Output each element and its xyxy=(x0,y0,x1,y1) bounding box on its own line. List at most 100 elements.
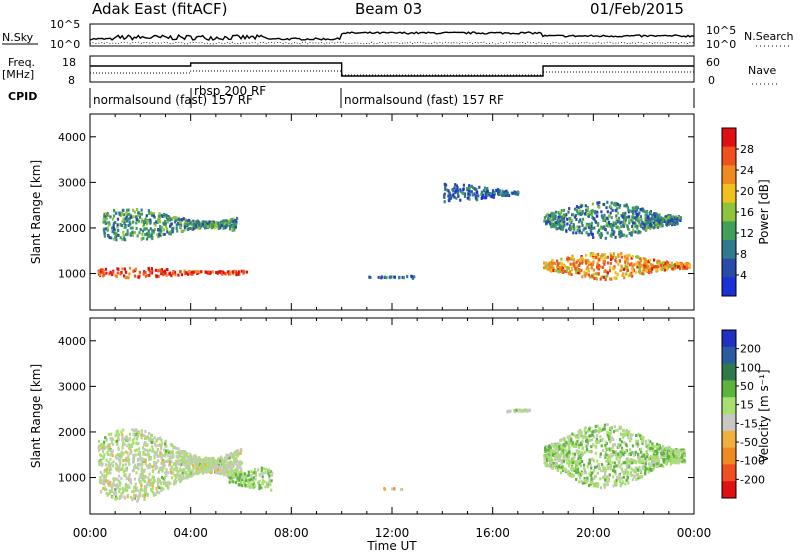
heatmap-cell xyxy=(636,468,639,472)
heatmap-cell xyxy=(611,226,614,230)
noise-search-line xyxy=(89,41,695,45)
heatmap-cell xyxy=(216,460,219,464)
heatmap-cell xyxy=(579,476,582,480)
heatmap-cell xyxy=(578,271,581,275)
heatmap-cell xyxy=(557,459,560,462)
heatmap-cell xyxy=(586,206,589,210)
heatmap-cell xyxy=(230,470,233,474)
heatmap-cell xyxy=(105,458,108,462)
heatmap-cell xyxy=(115,456,118,460)
heatmap-cell xyxy=(608,465,611,469)
heatmap-cell xyxy=(650,461,654,465)
heatmap-cell xyxy=(140,487,143,491)
heatmap-cell xyxy=(393,275,396,279)
heatmap-cell xyxy=(640,208,643,212)
heatmap-cell xyxy=(614,222,618,226)
heatmap-cell xyxy=(491,189,495,193)
heatmap-cell xyxy=(596,255,599,258)
heatmap-cell xyxy=(133,437,136,441)
heatmap-cell xyxy=(612,232,615,236)
heatmap-cell xyxy=(593,435,596,439)
heatmap-cell xyxy=(102,456,105,460)
heatmap-cell xyxy=(232,475,235,478)
heatmap-cell xyxy=(595,277,599,281)
heatmap-cell xyxy=(148,211,151,215)
heatmap-cell xyxy=(653,258,656,262)
heatmap-cell xyxy=(178,220,181,224)
heatmap-cell xyxy=(579,218,582,222)
heatmap-cell xyxy=(639,455,642,459)
heatmap-cell xyxy=(686,262,690,265)
heatmap-cell xyxy=(552,268,555,272)
heatmap-cell xyxy=(170,230,173,233)
heatmap-cell xyxy=(169,224,172,228)
heatmap-cell xyxy=(184,225,187,229)
heatmap-cell xyxy=(168,218,171,222)
heatmap-cell xyxy=(631,274,634,278)
heatmap-cell xyxy=(594,211,597,215)
heatmap-cell xyxy=(144,443,147,447)
heatmap-cell xyxy=(161,458,164,462)
heatmap-cell xyxy=(143,270,146,274)
heatmap-cell xyxy=(131,230,134,234)
heatmap-cell xyxy=(620,446,624,450)
heatmap-cell xyxy=(674,215,677,219)
heatmap-cell xyxy=(110,451,113,455)
heatmap-cell xyxy=(462,192,465,196)
heatmap-cell xyxy=(603,483,606,487)
heatmap-cell xyxy=(677,216,680,220)
noise-tick-left-top: 10^5 xyxy=(50,18,80,31)
heatmap-cell xyxy=(653,444,656,448)
heatmap-cell xyxy=(97,460,100,464)
heatmap-cell xyxy=(550,225,553,229)
heatmap-cell xyxy=(262,471,265,475)
heatmap-cell xyxy=(124,435,127,439)
heatmap-cell xyxy=(599,477,602,481)
heatmap-cell xyxy=(475,188,478,192)
heatmap-cell xyxy=(562,443,565,447)
heatmap-cell xyxy=(126,229,129,233)
heatmap-cell xyxy=(638,224,641,227)
heatmap-cell xyxy=(106,226,109,230)
heatmap-cell xyxy=(99,476,102,479)
heatmap-cell xyxy=(151,228,154,232)
heatmap-cell xyxy=(613,450,616,454)
heatmap-cell xyxy=(150,488,153,492)
heatmap-cell xyxy=(140,429,143,433)
heatmap-cell xyxy=(562,208,566,212)
heatmap-cell xyxy=(546,459,549,463)
heatmap-cell xyxy=(128,443,131,447)
heatmap-cell xyxy=(657,215,660,219)
heatmap-cell xyxy=(246,478,249,482)
heatmap-cell xyxy=(236,476,239,480)
heatmap-cell xyxy=(619,235,622,239)
heatmap-cell xyxy=(620,220,623,224)
heatmap-cell xyxy=(252,479,255,483)
heatmap-cell xyxy=(639,207,642,211)
heatmap-cell xyxy=(571,218,574,222)
heatmap-cell xyxy=(678,217,681,221)
heatmap-cell xyxy=(544,261,547,265)
heatmap-cell xyxy=(141,473,144,477)
heatmap-cell xyxy=(137,452,140,456)
heatmap-cell xyxy=(621,452,624,456)
heatmap-cell xyxy=(163,476,167,479)
heatmap-cell xyxy=(383,275,386,279)
heatmap-cell xyxy=(517,409,520,413)
heatmap-cell xyxy=(108,491,111,495)
heatmap-cell xyxy=(569,224,572,228)
heatmap-cell xyxy=(406,275,409,279)
heatmap-cell xyxy=(582,259,585,263)
heatmap-cell xyxy=(126,217,130,221)
heatmap-cell xyxy=(583,481,586,485)
heatmap-cell xyxy=(617,443,620,447)
colorbar-swatch xyxy=(722,330,736,348)
heatmap-cell xyxy=(655,265,658,269)
heatmap-cell xyxy=(147,453,151,457)
heatmap-cell xyxy=(223,222,226,226)
heatmap-cell xyxy=(652,265,655,269)
heatmap-cell xyxy=(152,229,155,233)
heatmap-cell xyxy=(462,183,465,187)
heatmap-cell xyxy=(611,223,614,227)
heatmap-cell xyxy=(471,186,475,190)
